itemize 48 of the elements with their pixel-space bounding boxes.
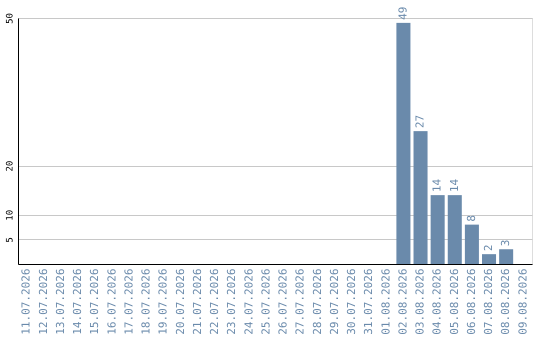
- y-tick-label: 20: [6, 160, 16, 172]
- bar: [499, 249, 514, 264]
- x-tick-label: 28.07.2026: [310, 268, 324, 335]
- bar: [414, 131, 428, 264]
- x-tick-label: 09.08.2026: [516, 268, 530, 335]
- x-tick-label: 04.08.2026: [430, 268, 444, 335]
- data-label: 14: [448, 178, 461, 192]
- data-label: 2: [482, 244, 496, 252]
- x-tick-label: 02.08.2026: [396, 268, 410, 335]
- x-tick-label: 11.07.2026: [20, 268, 33, 335]
- y-tick-label: 50: [6, 13, 16, 24]
- data-label: 27: [414, 114, 427, 128]
- x-tick-label: 15.07.2026: [88, 268, 102, 335]
- x-tick-label: 01.08.2026: [379, 268, 392, 335]
- data-label: 49: [396, 6, 410, 20]
- x-tick-label: 18.07.2026: [140, 268, 153, 335]
- y-tick-label: 10: [6, 210, 16, 221]
- bar: [396, 22, 410, 264]
- data-label: 3: [499, 240, 512, 246]
- x-tick-label: 22.07.2026: [208, 268, 222, 335]
- bar: [430, 195, 445, 264]
- x-tick-label: 23.07.2026: [225, 268, 238, 335]
- data-label: 8: [464, 215, 478, 222]
- bar: [448, 195, 462, 264]
- x-tick-label: 12.07.2026: [36, 268, 50, 335]
- x-tick-label: 13.07.2026: [54, 268, 67, 335]
- bar: [482, 254, 496, 264]
- y-tick-label: 5: [6, 237, 16, 243]
- x-tick-label: 24.07.2026: [242, 268, 256, 335]
- x-tick-label: 20.07.2026: [174, 268, 187, 335]
- x-tick-label: 07.08.2026: [482, 268, 496, 335]
- x-tick-label: 25.07.2026: [259, 268, 272, 335]
- bar: [464, 224, 479, 264]
- x-tick-label: 14.07.2026: [71, 268, 84, 335]
- x-tick-label: 17.07.2026: [122, 268, 136, 335]
- x-tick-label: 31.07.2026: [362, 268, 376, 335]
- x-tick-label: 29.07.2026: [328, 268, 341, 335]
- x-tick-label: 19.07.2026: [156, 268, 170, 335]
- x-tick-label: 21.07.2026: [190, 268, 204, 335]
- x-tick-label: 05.08.2026: [448, 268, 461, 335]
- x-tick-label: 16.07.2026: [105, 268, 118, 335]
- x-tick-label: 26.07.2026: [276, 268, 290, 335]
- data-label: 14: [430, 178, 444, 192]
- x-tick-label: 27.07.2026: [294, 268, 307, 335]
- x-tick-label: 30.07.2026: [345, 268, 358, 335]
- x-tick-label: 08.08.2026: [499, 268, 512, 335]
- x-tick-label: 06.08.2026: [464, 268, 478, 335]
- x-tick-label: 03.08.2026: [414, 268, 427, 335]
